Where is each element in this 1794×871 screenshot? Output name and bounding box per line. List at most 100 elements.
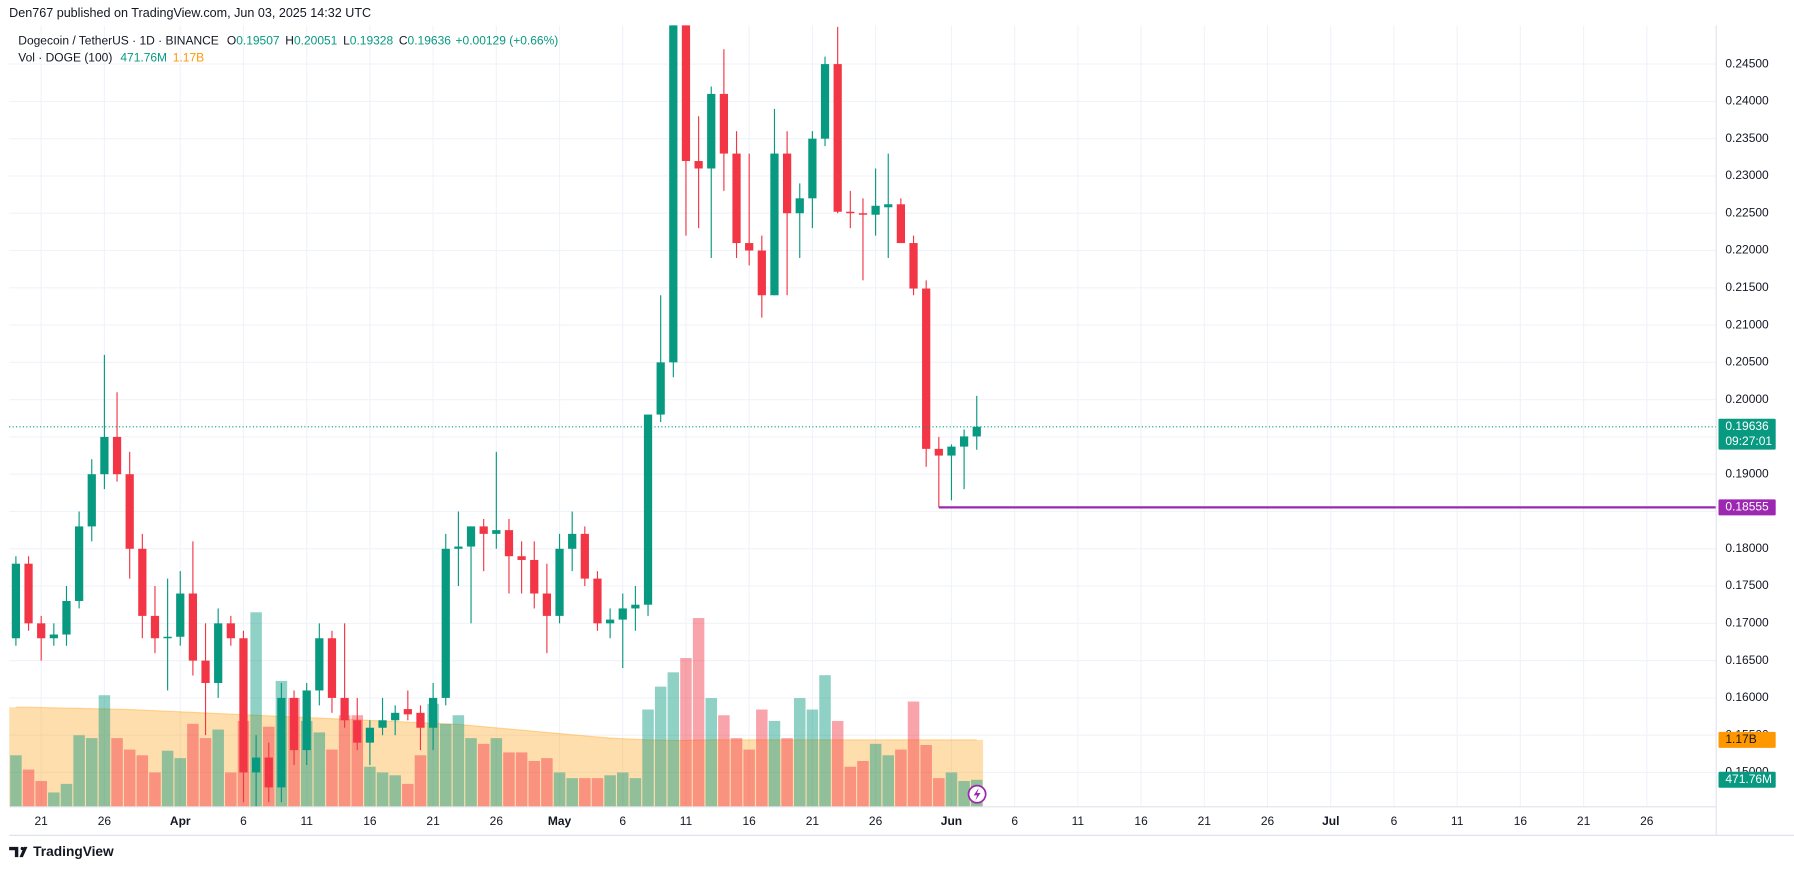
- volume-bar: [528, 761, 541, 807]
- x-tick-label: 16: [742, 814, 756, 828]
- candle-body: [62, 600, 71, 635]
- candle-body: [315, 638, 324, 691]
- volume-bar: [907, 701, 920, 807]
- candle-body: [125, 474, 134, 549]
- tradingview-logo: [9, 846, 28, 858]
- candle-body: [959, 436, 969, 447]
- x-tick-label: 26: [869, 814, 883, 828]
- volume-bar: [250, 612, 262, 807]
- lightning-icon[interactable]: [967, 784, 987, 804]
- volume-bar: [73, 735, 85, 807]
- candle-body: [631, 604, 640, 609]
- candle-body: [100, 436, 109, 475]
- candle-body: [403, 709, 412, 715]
- price-badge-label: 0.19636: [1725, 419, 1769, 433]
- volume-bar: [844, 766, 857, 807]
- candle-body: [555, 548, 564, 616]
- candle-body: [454, 546, 463, 549]
- volume-bar: [515, 752, 528, 807]
- candle-body: [264, 757, 273, 788]
- legend-value: 0.20051: [294, 34, 338, 48]
- candle-body: [858, 213, 868, 215]
- level-badge-label: 0.18555: [1725, 500, 1769, 514]
- candle-body: [719, 93, 729, 154]
- candle-body: [479, 526, 488, 534]
- candle-body: [846, 211, 855, 214]
- legend-key: C: [399, 34, 408, 48]
- footer-brand: TradingView: [33, 844, 114, 859]
- x-tick-label: 21: [35, 814, 49, 828]
- volume-bar: [895, 749, 907, 807]
- legend-key: O: [227, 34, 236, 48]
- candle-body: [934, 448, 943, 456]
- y-tick-label: 0.22000: [1725, 243, 1769, 257]
- volume-bar: [98, 695, 111, 807]
- candle-body: [605, 619, 615, 624]
- volume-bar: [212, 729, 224, 807]
- candle-body: [530, 559, 539, 594]
- volume-bar: [869, 743, 882, 807]
- volume-bar: [414, 755, 427, 807]
- x-tick-label: 16: [1134, 814, 1148, 828]
- volume-bar: [149, 772, 161, 807]
- volume-bar: [452, 715, 465, 807]
- symbol-legend: Dogecoin / TetherUS · 1D · BINANCE O0.195…: [18, 34, 558, 48]
- volume-bar: [806, 709, 819, 807]
- volume-bar: [477, 743, 490, 807]
- volume-bar: [604, 775, 616, 807]
- candle-body: [884, 204, 893, 208]
- volume-bar: [187, 723, 199, 807]
- volume-bar: [819, 675, 831, 807]
- candle-body: [49, 634, 58, 639]
- volume-legend: Vol · DOGE (100) 471.76M 1.17B: [18, 51, 204, 65]
- candle-body: [757, 250, 766, 296]
- symbol-name: Dogecoin / TetherUS · 1D · BINANCE: [18, 34, 219, 48]
- volume-bar: [225, 772, 237, 807]
- volume-bar: [123, 749, 136, 807]
- legend-key: H: [285, 34, 294, 48]
- volume-bar: [136, 755, 149, 807]
- volume-bar: [617, 772, 629, 807]
- candle-body: [327, 638, 337, 698]
- volume-value: 471.76M: [120, 51, 167, 65]
- level-badge: [1718, 499, 1776, 516]
- x-tick-label: 11: [1072, 814, 1085, 828]
- volume-bar: [591, 778, 604, 807]
- candle-body: [782, 153, 792, 214]
- volume-bar: [718, 715, 730, 807]
- candle-body: [11, 563, 21, 639]
- volume-bar: [667, 672, 680, 807]
- candle-body: [378, 720, 387, 728]
- candle-body: [441, 548, 450, 698]
- volume-bar: [768, 720, 781, 807]
- volume-bar: [831, 720, 844, 807]
- countdown-label: 09:27:01: [1725, 434, 1772, 448]
- volume-bar: [553, 772, 566, 807]
- x-tick-label: 21: [1577, 814, 1591, 828]
- y-tick-label: 0.17000: [1725, 616, 1769, 630]
- volume-bar: [60, 783, 73, 807]
- x-tick-label: 11: [1451, 814, 1464, 828]
- volume-bar: [579, 778, 591, 807]
- volume-ma-value: 1.17B: [173, 51, 204, 65]
- volume-bar: [933, 778, 945, 807]
- candle-body: [391, 712, 400, 721]
- candle-body: [580, 533, 589, 579]
- legend-value: 0.19328: [350, 34, 394, 48]
- volume-bar: [440, 723, 452, 807]
- x-tick-label: 11: [300, 814, 313, 828]
- candle-body: [833, 64, 842, 212]
- volume-bar: [48, 792, 60, 807]
- volume-bar: [490, 738, 503, 807]
- volume-bar: [10, 755, 22, 807]
- price-pane: [11, 25, 981, 807]
- volume-bar: [199, 738, 212, 807]
- candle-body: [618, 608, 627, 620]
- candle-body: [353, 720, 362, 743]
- x-tick-label: 26: [1261, 814, 1275, 828]
- y-tick-label: 0.16500: [1725, 653, 1769, 667]
- candle-body: [466, 526, 476, 547]
- volume-bar: [402, 783, 414, 807]
